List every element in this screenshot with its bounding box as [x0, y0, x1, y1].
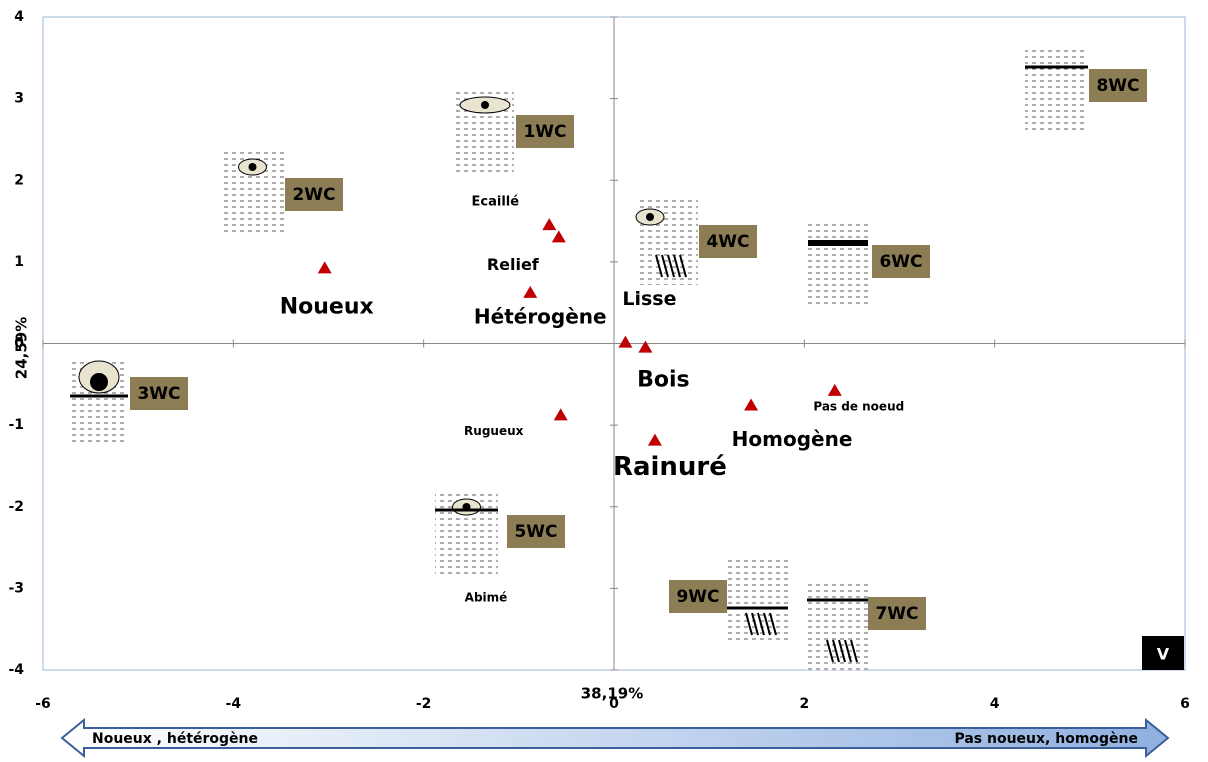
x-tick-label: 0: [609, 696, 619, 712]
grain: [850, 639, 858, 663]
point-label: Rugueux: [464, 424, 524, 438]
group-label-box: [669, 580, 727, 613]
group-label: 4WC: [706, 232, 749, 252]
group-label-box: [507, 515, 565, 548]
annotation: Abimé: [465, 591, 508, 605]
axis-arrow: [60, 717, 1170, 759]
point-label: Relief: [487, 255, 540, 274]
y-tick-label: 4: [14, 9, 24, 25]
point: [542, 218, 557, 231]
x-tick-label: -6: [35, 696, 51, 712]
point-label: Pas de noeud: [813, 399, 904, 413]
group-label: 7WC: [875, 604, 918, 624]
y-tick-label: -4: [8, 662, 24, 678]
grain: [745, 612, 753, 636]
point: [317, 261, 332, 274]
point: [638, 340, 653, 353]
y-tick-label: 2: [14, 172, 24, 188]
y-tick-label: 0: [14, 336, 24, 352]
group-label: 6WC: [879, 252, 922, 272]
group-label-box: [285, 178, 343, 211]
point-label: Rainuré: [613, 452, 727, 482]
group-label: 8WC: [1096, 76, 1139, 96]
group-label: 3WC: [137, 384, 180, 404]
knot-core: [248, 163, 257, 171]
grain: [838, 639, 846, 663]
x-tick-label: 4: [990, 696, 1000, 712]
grain: [661, 254, 669, 278]
grain: [826, 639, 834, 663]
x-tick-label: 2: [799, 696, 809, 712]
group-label-box: [130, 377, 188, 410]
grain: [757, 612, 765, 636]
grain: [751, 612, 759, 636]
y-tick-label: 1: [14, 254, 24, 270]
point-label: Noueux: [280, 294, 374, 319]
y-tick-label: -1: [8, 417, 24, 433]
grain: [844, 639, 852, 663]
group-label-box: [872, 245, 930, 278]
group-label-box: [868, 597, 926, 630]
point: [647, 433, 662, 446]
group-label-box: [516, 115, 574, 148]
y-axis-label: 24,59%: [13, 317, 31, 379]
point-label: Ecaillé: [472, 195, 520, 210]
point-label: Bois: [637, 368, 690, 393]
grain: [832, 639, 840, 663]
knot-core: [90, 373, 108, 391]
x-tick-label: 6: [1180, 696, 1190, 712]
point: [523, 285, 538, 298]
grain: [769, 612, 777, 636]
point-label: Hétérogène: [474, 304, 607, 328]
point: [744, 398, 759, 411]
group-label-box: [699, 225, 757, 258]
point: [553, 408, 568, 421]
group-icon: [1025, 47, 1088, 132]
group-label-box: [1089, 69, 1147, 102]
grain: [655, 254, 663, 278]
group-label: 5WC: [514, 522, 557, 542]
grain: [763, 612, 771, 636]
arrow-right-label: Pas noueux, homogène: [954, 731, 1138, 747]
point: [551, 230, 566, 243]
grain: [667, 254, 675, 278]
group-label: 2WC: [292, 185, 335, 205]
arrow-left-label: Noueux , hétérogène: [92, 731, 258, 747]
knot-core: [481, 101, 489, 109]
y-tick-label: -3: [8, 580, 24, 596]
x-tick-label: -4: [226, 696, 242, 712]
knot-core: [646, 213, 654, 221]
group-label: 1WC: [523, 122, 566, 142]
group-label: 9WC: [676, 587, 719, 607]
point: [827, 383, 842, 396]
y-tick-label: -2: [8, 499, 24, 515]
badge: [1142, 636, 1184, 670]
point-label: Lisse: [622, 288, 676, 310]
badge-text: V: [1157, 645, 1170, 664]
x-tick-label: -2: [416, 696, 432, 712]
point: [618, 335, 633, 348]
y-tick-label: 3: [14, 91, 24, 107]
point-label: Homogène: [732, 427, 853, 451]
group-icon: [808, 223, 868, 308]
x-axis-label: 38,19%: [581, 685, 643, 703]
grain: [673, 254, 681, 278]
grain: [679, 254, 687, 278]
